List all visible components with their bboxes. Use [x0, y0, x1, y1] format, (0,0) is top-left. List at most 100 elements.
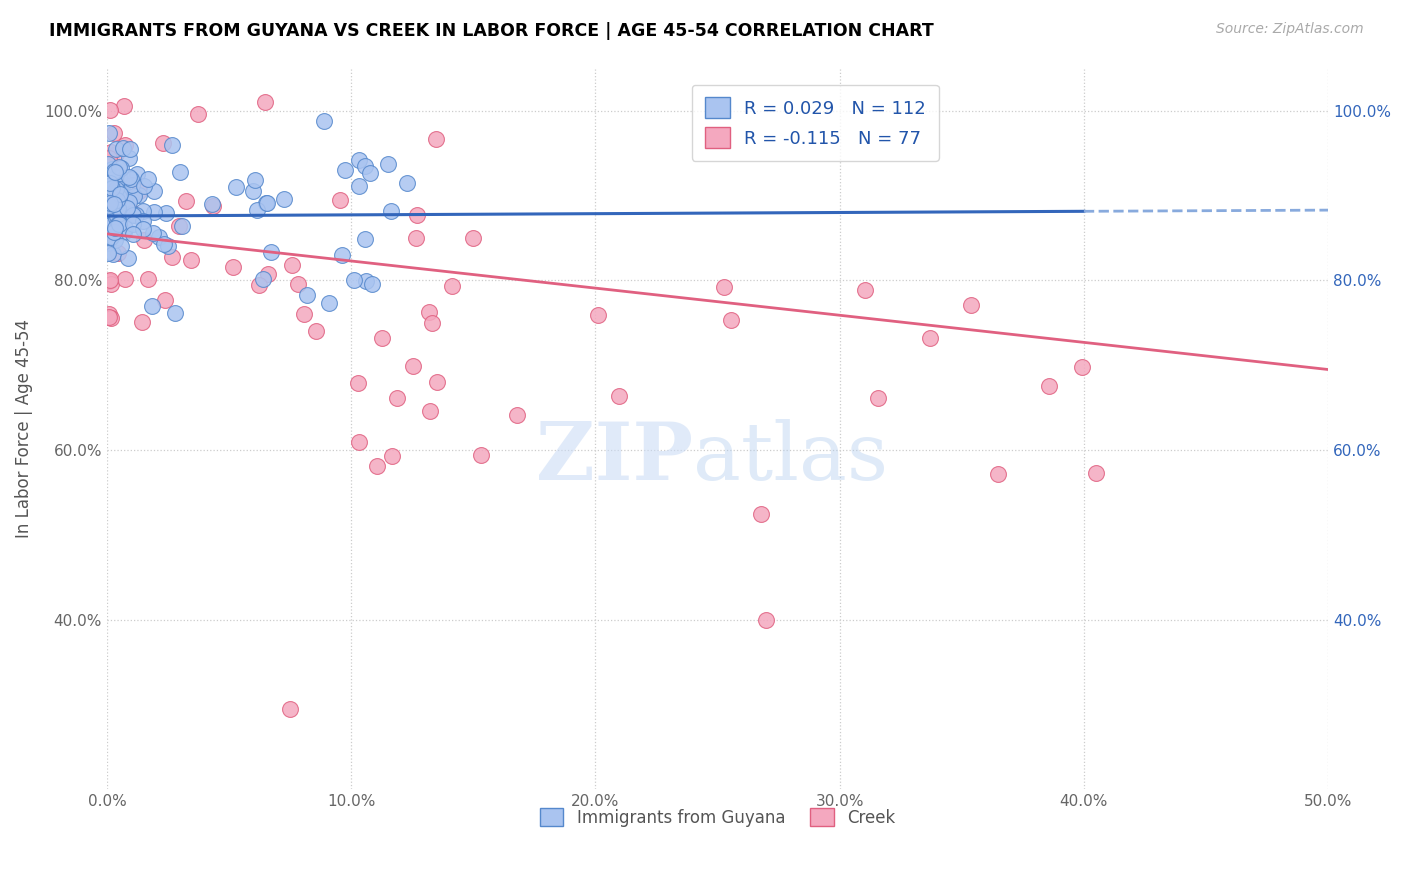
Point: [162, 250, 184, 264]
Point: [122, 227, 145, 241]
Point: [246, 202, 269, 217]
Point: [359, 166, 381, 180]
Point: [110, 210, 132, 224]
Point: [156, 239, 179, 253]
Point: [201, 197, 224, 211]
Point: [98, 176, 121, 190]
Point: [105, 182, 128, 196]
Point: [318, 296, 340, 310]
Point: [152, 237, 174, 252]
Point: [586, 308, 609, 322]
Point: [141, 299, 163, 313]
Point: [103, 247, 125, 261]
Point: [101, 209, 124, 223]
Point: [253, 95, 276, 110]
Point: [98, 194, 121, 208]
Point: [97, 235, 120, 250]
Point: [162, 137, 184, 152]
Point: [108, 182, 131, 196]
Point: [426, 376, 449, 390]
Point: [128, 184, 150, 198]
Point: [292, 307, 315, 321]
Text: atlas: atlas: [693, 418, 889, 497]
Point: [125, 167, 148, 181]
Point: [353, 232, 375, 246]
Point: [103, 164, 125, 178]
Point: [114, 138, 136, 153]
Point: [107, 193, 129, 207]
Point: [114, 272, 136, 286]
Text: IMMIGRANTS FROM GUYANA VS CREEK IN LABOR FORCE | AGE 45-54 CORRELATION CHART: IMMIGRANTS FROM GUYANA VS CREEK IN LABOR…: [49, 22, 934, 40]
Point: [98, 103, 121, 118]
Point: [142, 204, 165, 219]
Point: [153, 293, 176, 307]
Point: [395, 176, 418, 190]
Point: [98, 195, 121, 210]
Point: [128, 188, 150, 202]
Point: [115, 202, 138, 216]
Point: [425, 132, 447, 146]
Point: [385, 392, 408, 406]
Point: [100, 178, 122, 193]
Point: [100, 145, 122, 160]
Point: [101, 180, 124, 194]
Point: [108, 214, 131, 228]
Point: [354, 160, 377, 174]
Point: [370, 331, 392, 345]
Point: [117, 251, 139, 265]
Point: [986, 467, 1008, 481]
Text: Source: ZipAtlas.com: Source: ZipAtlas.com: [1216, 22, 1364, 37]
Point: [180, 252, 202, 267]
Point: [853, 283, 876, 297]
Point: [136, 172, 159, 186]
Point: [105, 142, 128, 156]
Point: [418, 404, 440, 418]
Point: [920, 331, 942, 345]
Point: [110, 174, 132, 188]
Point: [121, 207, 143, 221]
Point: [97, 246, 120, 260]
Point: [176, 194, 198, 208]
Point: [100, 161, 122, 176]
Point: [295, 288, 318, 302]
Point: [97, 126, 120, 140]
Point: [132, 234, 155, 248]
Point: [110, 181, 132, 195]
Point: [441, 278, 464, 293]
Point: [152, 136, 174, 151]
Point: [960, 298, 983, 312]
Point: [103, 202, 125, 216]
Point: [273, 192, 295, 206]
Point: [120, 172, 142, 186]
Point: [100, 311, 122, 326]
Point: [108, 185, 131, 199]
Point: [347, 376, 370, 390]
Point: [122, 217, 145, 231]
Point: [114, 192, 136, 206]
Point: [402, 359, 425, 373]
Point: [122, 208, 145, 222]
Point: [118, 170, 141, 185]
Point: [169, 165, 191, 179]
Point: [343, 272, 366, 286]
Point: [108, 217, 131, 231]
Point: [755, 613, 778, 627]
Point: [108, 192, 131, 206]
Point: [347, 435, 370, 450]
Point: [105, 209, 128, 223]
Point: [349, 153, 371, 167]
Point: [354, 274, 377, 288]
Point: [163, 305, 186, 319]
Point: [104, 164, 127, 178]
Point: [170, 219, 193, 233]
Point: [105, 182, 128, 196]
Point: [187, 107, 209, 121]
Point: [225, 180, 247, 194]
Y-axis label: In Labor Force | Age 45-54: In Labor Force | Age 45-54: [15, 319, 32, 539]
Point: [100, 230, 122, 244]
Point: [107, 203, 129, 218]
Point: [114, 220, 136, 235]
Point: [100, 226, 122, 240]
Point: [121, 178, 143, 193]
Point: [107, 190, 129, 204]
